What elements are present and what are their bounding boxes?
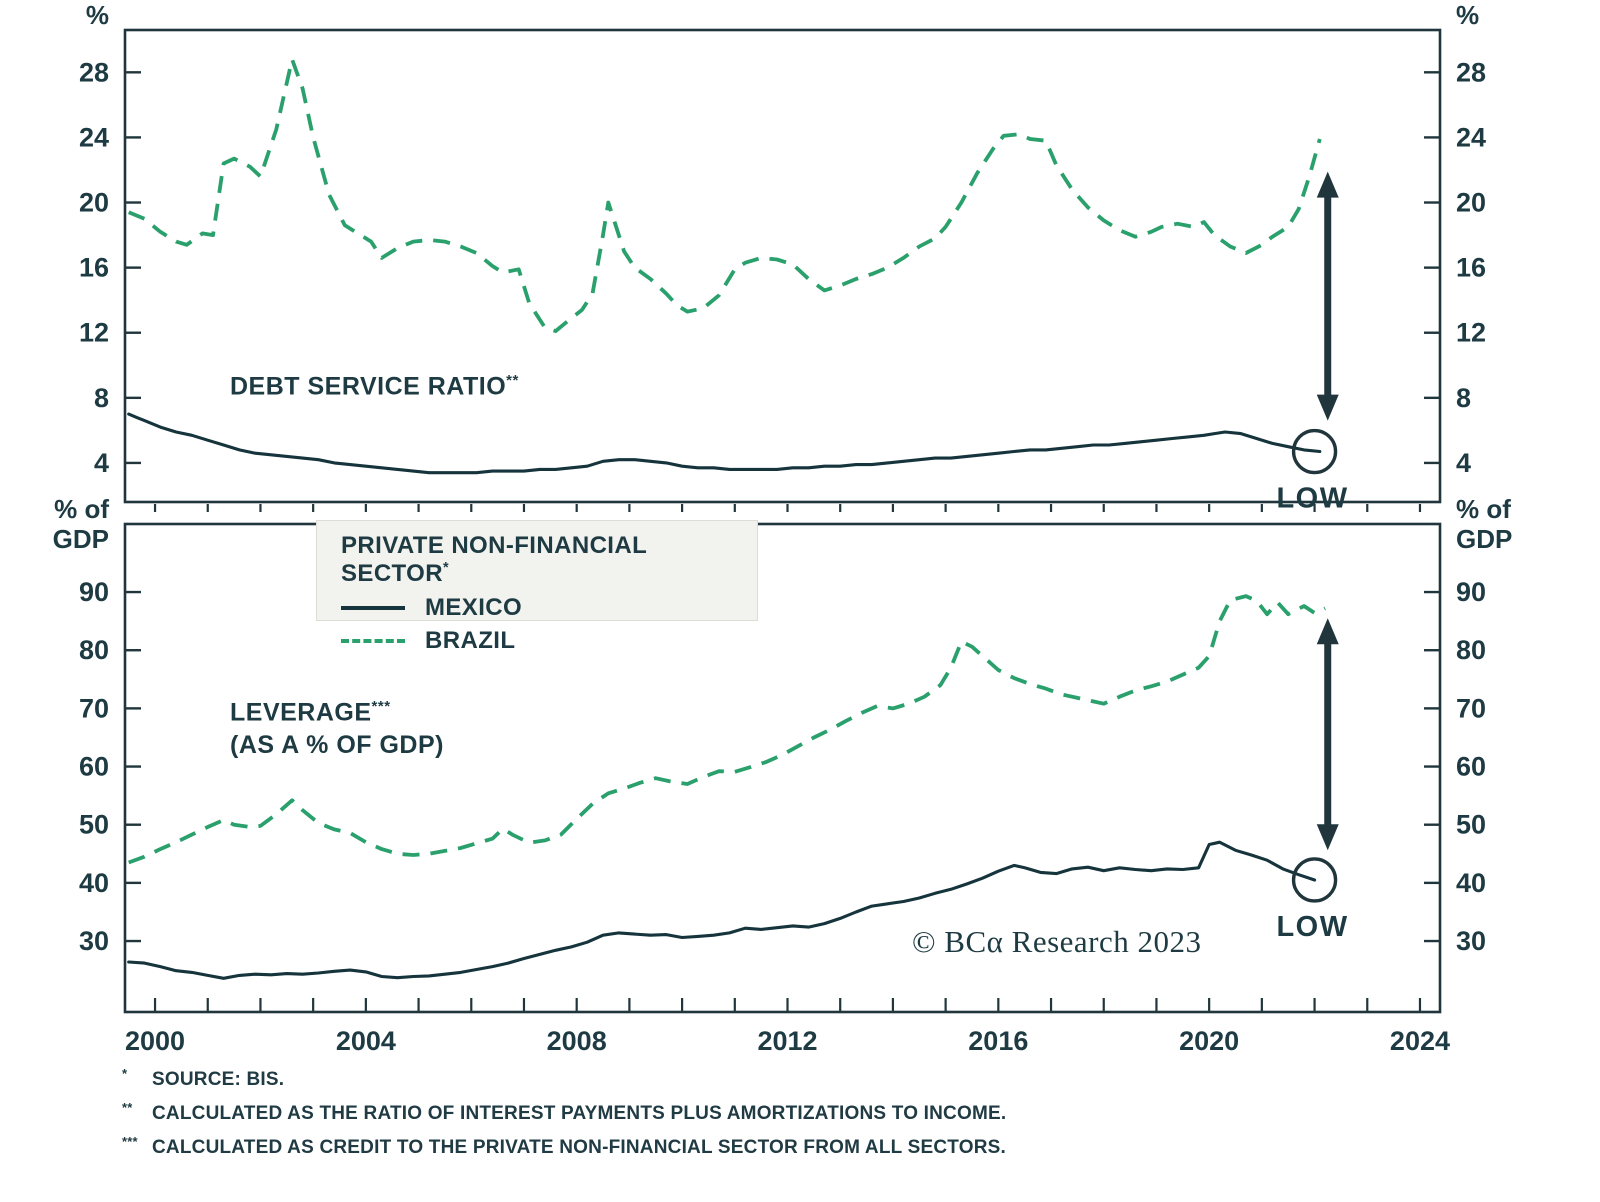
footnote-text-1: SOURCE: BIS. — [152, 1069, 285, 1090]
copyright: © BCα Research 2023 — [912, 924, 1202, 959]
brazil-line-swatch — [341, 639, 405, 643]
low-label: LOW — [1276, 483, 1348, 515]
gap-arrow-head-up — [1316, 171, 1339, 198]
footnote-text-2: CALCULATED AS THE RATIO OF INTEREST PAYM… — [152, 1103, 1007, 1124]
leverage-label-text: LEVERAGE — [230, 698, 372, 727]
low-circle — [1291, 428, 1338, 475]
mexico-line — [127, 840, 1317, 980]
footnote-source: * SOURCE: BIS. — [122, 1060, 1006, 1094]
y-tick-label: 90 — [79, 577, 109, 607]
y-tick-label: 50 — [1456, 810, 1486, 840]
y-tick-label: 4 — [94, 448, 109, 478]
y-tick-label: 60 — [1456, 752, 1486, 782]
y-tick-label: 30 — [79, 926, 109, 956]
footnote-text-3: CALCULATED AS CREDIT TO THE PRIVATE NON-… — [152, 1137, 1006, 1158]
y-tick-label: 80 — [1456, 635, 1486, 665]
leverage-label: LEVERAGE*** (AS A % OF GDP) — [230, 690, 444, 762]
x-tick-label: 2004 — [336, 1026, 396, 1056]
panel-frame — [123, 28, 1442, 504]
y-tick-label: 60 — [79, 752, 109, 782]
panel-1: 4 4 8 8 12 12 16 16 20 20 24 24 28 28% % LOW — [79, 0, 1486, 515]
x-tick-label: 2012 — [757, 1026, 817, 1056]
y-tick-label: 16 — [79, 253, 109, 283]
y-tick-label: 40 — [1456, 868, 1486, 898]
leverage-footnote-marker: *** — [371, 698, 391, 715]
footnote-marker-3: *** — [122, 1134, 138, 1149]
brazil-line — [127, 57, 1322, 333]
y-tick-label: 12 — [1456, 318, 1486, 348]
y-tick-label: 16 — [1456, 253, 1486, 283]
legend-label-mexico: MEXICO — [425, 594, 523, 621]
axis-unit-label: % of — [54, 494, 109, 524]
legend-title-footnote-marker: * — [442, 560, 449, 576]
axis-unit-label: % — [1456, 0, 1479, 30]
debt-service-ratio-label: DEBT SERVICE RATIO** — [230, 372, 519, 401]
y-tick-label: 24 — [79, 122, 109, 152]
dsr-footnote-marker: ** — [506, 372, 519, 389]
low-label: LOW — [1276, 911, 1348, 943]
panel-frame — [123, 522, 1442, 1014]
legend-title-text: PRIVATE NON-FINANCIAL SECTOR — [341, 532, 647, 587]
x-tick-label: 2020 — [1179, 1026, 1239, 1056]
y-tick-label: 28 — [1456, 57, 1486, 87]
y-tick-label: 20 — [1456, 188, 1486, 218]
footnote-marker-2: ** — [122, 1100, 133, 1115]
panel-2: 30 30 40 40 50 50 60 60 70 70 80 80 90 90 2000 2004 2008… — [53, 494, 1513, 1056]
mexico-line — [127, 412, 1322, 475]
y-tick-label: 30 — [1456, 926, 1486, 956]
y-tick-label: 8 — [1456, 383, 1471, 413]
y-tick-label: 4 — [1456, 448, 1471, 478]
dsr-label-text: DEBT SERVICE RATIO — [230, 372, 507, 401]
legend-title: PRIVATE NON-FINANCIAL SECTOR* — [341, 532, 757, 588]
y-tick-label: 20 — [79, 188, 109, 218]
legend-item-mexico: MEXICO — [341, 594, 757, 621]
y-tick-label: 70 — [1456, 693, 1486, 723]
axis-unit-label: % — [86, 0, 109, 30]
legend-item-brazil: BRAZIL — [341, 627, 757, 654]
y-tick-label: 28 — [79, 57, 109, 87]
y-tick-label: 8 — [94, 383, 109, 413]
x-tick-label: 2024 — [1390, 1026, 1450, 1056]
y-tick-label: 40 — [79, 868, 109, 898]
x-tick-label: 2008 — [547, 1026, 607, 1056]
x-tick-label: 2016 — [968, 1026, 1028, 1056]
y-tick-label: 12 — [79, 318, 109, 348]
y-tick-label: 80 — [79, 635, 109, 665]
y-tick-label: 70 — [79, 693, 109, 723]
footnotes: * SOURCE: BIS. ** CALCULATED AS THE RATIO … — [122, 1060, 1006, 1162]
brazil-line — [128, 594, 1326, 865]
footnote-marker-1: * — [122, 1066, 128, 1081]
legend-label-brazil: BRAZIL — [425, 627, 516, 654]
leverage-label-line1: LEVERAGE*** — [230, 690, 444, 729]
x-tick-label: 2000 — [125, 1026, 185, 1056]
footnote-dsr-definition: ** CALCULATED AS THE RATIO OF INTEREST PA… — [122, 1094, 1006, 1128]
footnote-leverage-definition: *** CALCULATED AS CREDIT TO THE PRIVATE N… — [122, 1128, 1006, 1162]
gap-arrow-head-down — [1316, 394, 1339, 421]
legend: PRIVATE NON-FINANCIAL SECTOR* MEXICO BRA… — [316, 520, 758, 654]
y-tick-label: 50 — [79, 810, 109, 840]
axis-unit-label: GDP — [1456, 524, 1512, 554]
gap-arrow-head-down — [1316, 824, 1339, 851]
gap-arrow-head-up — [1316, 618, 1339, 645]
y-tick-label: 90 — [1456, 577, 1486, 607]
axis-unit-label: % of — [1456, 494, 1511, 524]
axis-unit-label: GDP — [53, 524, 109, 554]
low-circle — [1291, 857, 1338, 903]
mexico-line-swatch — [341, 606, 405, 610]
leverage-label-line2: (AS A % OF GDP) — [230, 731, 444, 760]
y-tick-label: 24 — [1456, 122, 1486, 152]
